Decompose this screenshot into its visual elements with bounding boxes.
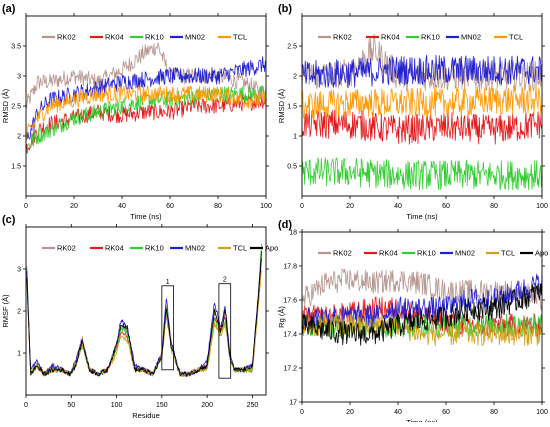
legend-label: TCL bbox=[509, 33, 523, 42]
legend-label: MN02 bbox=[461, 33, 481, 42]
legend-label: TCL bbox=[233, 33, 247, 42]
x-tick-label: 0 bbox=[300, 409, 304, 416]
panel-label: (d) bbox=[278, 219, 292, 231]
x-tick-label: 60 bbox=[166, 203, 174, 210]
x-tick-label: 100 bbox=[536, 203, 548, 210]
x-tick-label: 80 bbox=[490, 203, 498, 210]
legend-label: RK10 bbox=[145, 244, 164, 253]
x-tick-label: 150 bbox=[156, 402, 168, 409]
series-line-rk10 bbox=[301, 157, 543, 191]
y-tick-label: 17.6 bbox=[283, 298, 297, 305]
y-tick-label: 2.5 bbox=[11, 104, 21, 111]
y-axis-label: RMSF (Å) bbox=[1, 294, 10, 328]
legend-label: RK02 bbox=[57, 33, 76, 42]
legend-label: MN02 bbox=[185, 244, 205, 253]
y-tick-label: 1.5 bbox=[11, 164, 21, 171]
legend-label: TCL bbox=[233, 244, 247, 253]
legend-label: MN02 bbox=[455, 249, 475, 258]
y-tick-label: 2.5 bbox=[287, 44, 297, 51]
y-tick-label: 17.2 bbox=[283, 366, 297, 373]
y-axis-label: Rg (Å) bbox=[277, 306, 286, 328]
x-tick-label: 60 bbox=[442, 409, 450, 416]
series-line-rk02 bbox=[26, 253, 262, 377]
x-tick-label: 40 bbox=[394, 409, 402, 416]
x-tick-label: 100 bbox=[260, 203, 272, 210]
y-tick-label: 1.5 bbox=[287, 104, 297, 111]
series-line-rk10 bbox=[26, 244, 262, 377]
x-tick-label: 80 bbox=[214, 203, 222, 210]
y-tick-label: 0.5 bbox=[287, 164, 297, 171]
legend-label: RK10 bbox=[145, 33, 164, 42]
x-tick-label: 20 bbox=[70, 203, 78, 210]
legend-label: RK04 bbox=[381, 33, 400, 42]
legend-label: RK10 bbox=[417, 249, 436, 258]
legend-label: TCL bbox=[501, 249, 515, 258]
y-tick-label: 18 bbox=[289, 230, 297, 237]
y-tick-label: 1 bbox=[293, 134, 297, 141]
y-axis-label: RMSD (Å) bbox=[1, 88, 10, 123]
annotation-box bbox=[161, 285, 175, 371]
y-tick-label: 3.5 bbox=[11, 44, 21, 51]
legend-label: RK02 bbox=[333, 249, 352, 258]
series-line-rk10 bbox=[301, 313, 543, 338]
x-tick-label: 0 bbox=[300, 203, 304, 210]
x-tick-label: 20 bbox=[346, 203, 354, 210]
x-axis-label: Time (ns) bbox=[406, 212, 438, 221]
y-tick-label: 17.8 bbox=[283, 264, 297, 271]
legend-label: RK02 bbox=[57, 244, 76, 253]
x-tick-label: 100 bbox=[536, 409, 548, 416]
y-tick-label: 17 bbox=[289, 400, 297, 407]
y-axis-label: RMSD (Å) bbox=[277, 88, 286, 123]
x-tick-label: 50 bbox=[67, 402, 75, 409]
x-axis-label: Time (ns) bbox=[406, 418, 438, 422]
x-tick-label: 250 bbox=[247, 402, 259, 409]
series-line-rk02 bbox=[301, 33, 543, 92]
plot-frame bbox=[301, 231, 543, 403]
legend-label: RK04 bbox=[379, 249, 398, 258]
x-tick-label: 40 bbox=[118, 203, 126, 210]
x-tick-label: 0 bbox=[24, 402, 28, 409]
series-line-apo bbox=[301, 282, 543, 346]
series-line-mn02 bbox=[301, 54, 543, 89]
y-tick-label: 3 bbox=[17, 267, 21, 274]
x-tick-label: 60 bbox=[442, 203, 450, 210]
x-tick-label: 20 bbox=[346, 409, 354, 416]
y-tick-label: 2 bbox=[17, 309, 21, 316]
x-tick-label: 100 bbox=[111, 402, 123, 409]
series-line-apo bbox=[26, 251, 262, 377]
legend-label: RK04 bbox=[105, 33, 124, 42]
series-line-tcl bbox=[25, 85, 267, 138]
panel-label: (b) bbox=[278, 3, 292, 15]
panel-label: (a) bbox=[2, 3, 16, 15]
y-tick-label: 17.4 bbox=[283, 332, 297, 339]
x-axis-label: Time (ns) bbox=[130, 212, 162, 221]
annotation-label: 2 bbox=[223, 277, 227, 284]
y-tick-label: 2 bbox=[293, 74, 297, 81]
series-line-tcl bbox=[301, 84, 543, 120]
panel-label: (c) bbox=[2, 214, 16, 226]
y-tick-label: 2 bbox=[17, 134, 21, 141]
y-tick-label: 1 bbox=[17, 351, 21, 358]
x-tick-label: 200 bbox=[201, 402, 213, 409]
annotation-box bbox=[218, 283, 232, 379]
x-axis-label: Residue bbox=[132, 411, 160, 420]
annotation-label: 1 bbox=[166, 279, 170, 286]
series-line-rk04 bbox=[301, 108, 543, 145]
legend-label: RK10 bbox=[421, 33, 440, 42]
y-tick-label: 3 bbox=[17, 74, 21, 81]
x-tick-label: 80 bbox=[490, 409, 498, 416]
x-tick-label: 40 bbox=[394, 203, 402, 210]
legend-label: Apo bbox=[535, 249, 548, 258]
legend-label: RK04 bbox=[105, 244, 124, 253]
legend-label: MN02 bbox=[185, 33, 205, 42]
legend-label: Apo bbox=[265, 244, 278, 253]
x-tick-label: 0 bbox=[24, 203, 28, 210]
series-line-rk02 bbox=[301, 268, 543, 311]
legend-label: RK02 bbox=[333, 33, 352, 42]
